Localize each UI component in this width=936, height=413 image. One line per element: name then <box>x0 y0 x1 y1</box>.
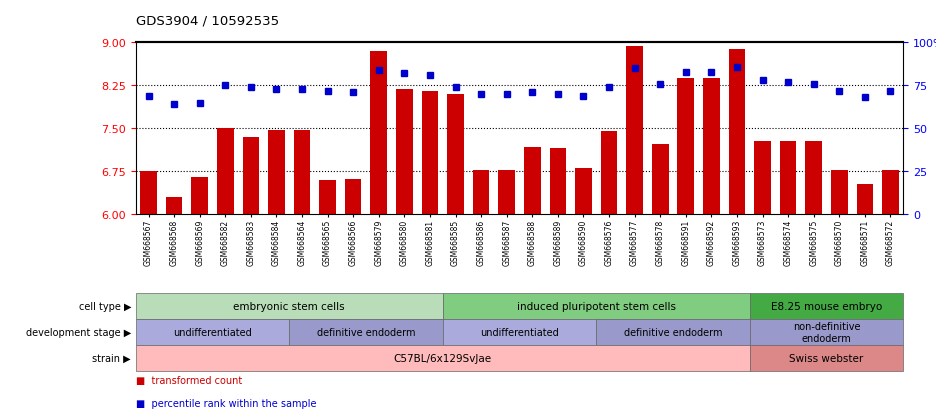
Bar <box>319 180 336 215</box>
Bar <box>166 198 183 215</box>
Bar <box>754 142 771 215</box>
Bar <box>831 170 848 215</box>
Text: non-definitive
endoderm: non-definitive endoderm <box>793 321 860 343</box>
Text: ■  transformed count: ■ transformed count <box>136 375 242 385</box>
Text: GDS3904 / 10592535: GDS3904 / 10592535 <box>136 14 279 27</box>
Bar <box>805 142 822 215</box>
Bar <box>421 92 438 215</box>
Text: Swiss webster: Swiss webster <box>789 353 864 363</box>
Bar <box>524 147 541 215</box>
Bar <box>447 95 464 215</box>
Bar <box>780 142 797 215</box>
Bar <box>703 79 720 215</box>
Bar <box>498 170 515 215</box>
Bar <box>651 145 668 215</box>
Text: C57BL/6x129SvJae: C57BL/6x129SvJae <box>394 353 491 363</box>
Text: embryonic stem cells: embryonic stem cells <box>233 301 345 311</box>
Bar <box>396 90 413 215</box>
Bar <box>294 130 311 215</box>
Bar <box>549 149 566 215</box>
Bar <box>217 129 234 215</box>
Bar <box>856 185 873 215</box>
Bar <box>371 52 388 215</box>
Bar <box>191 178 208 215</box>
Bar <box>882 170 899 215</box>
Bar <box>242 138 259 215</box>
Bar <box>626 47 643 215</box>
Bar <box>344 179 361 215</box>
Bar <box>575 169 592 215</box>
Text: ■  percentile rank within the sample: ■ percentile rank within the sample <box>136 398 316 408</box>
Bar <box>678 79 695 215</box>
Bar <box>728 50 745 215</box>
Text: definitive endoderm: definitive endoderm <box>623 327 723 337</box>
Text: undifferentiated: undifferentiated <box>173 327 252 337</box>
Text: cell type ▶: cell type ▶ <box>79 301 131 311</box>
Text: undifferentiated: undifferentiated <box>480 327 559 337</box>
Text: strain ▶: strain ▶ <box>93 353 131 363</box>
Text: definitive endoderm: definitive endoderm <box>316 327 416 337</box>
Bar <box>268 130 285 215</box>
Bar <box>473 170 490 215</box>
Bar <box>601 132 618 215</box>
Text: induced pluripotent stem cells: induced pluripotent stem cells <box>517 301 676 311</box>
Text: development stage ▶: development stage ▶ <box>26 327 131 337</box>
Text: E8.25 mouse embryo: E8.25 mouse embryo <box>771 301 882 311</box>
Bar <box>140 172 157 215</box>
